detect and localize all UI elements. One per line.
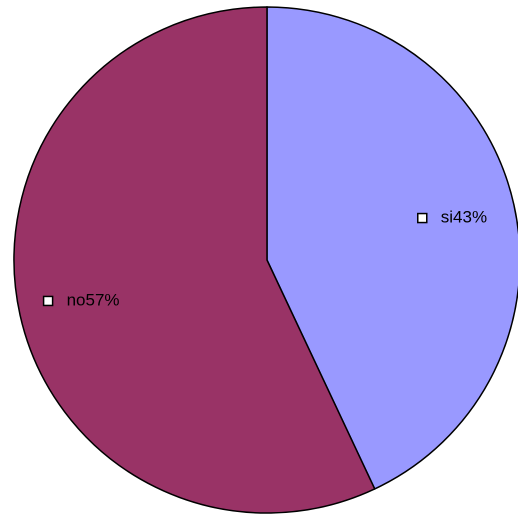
- slice-label-text: si43%: [441, 208, 487, 227]
- legend-key: [417, 212, 428, 224]
- category-label: si: [441, 208, 453, 227]
- slice-label: si43%: [417, 208, 487, 227]
- value-label: 43%: [453, 208, 487, 227]
- pie-slice: [13, 6, 376, 514]
- pie-slice: [266, 6, 518, 490]
- category-label: no: [67, 291, 86, 310]
- slice-label: no57%: [42, 291, 120, 310]
- value-label: 57%: [86, 291, 120, 310]
- legend-key: [42, 295, 54, 307]
- slice-label-text: no57%: [67, 291, 120, 310]
